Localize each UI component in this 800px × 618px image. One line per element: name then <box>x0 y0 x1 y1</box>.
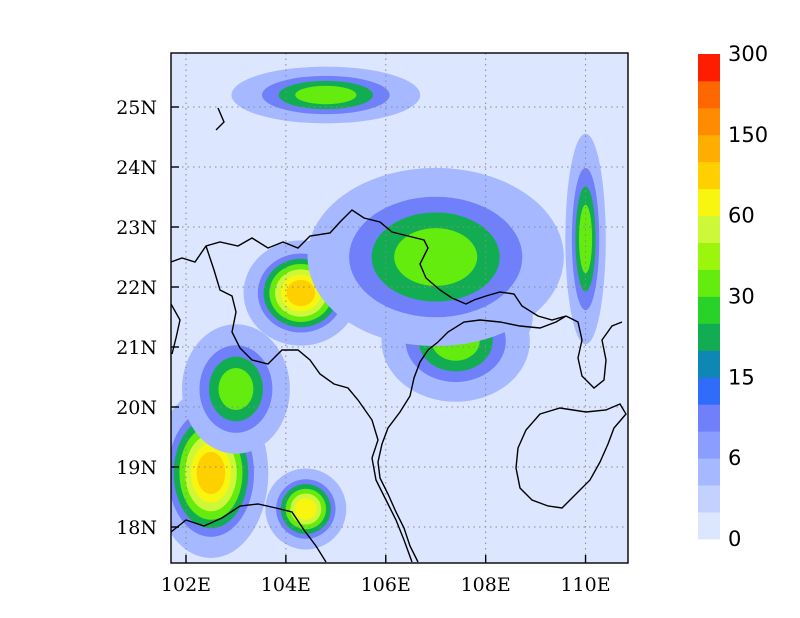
contour-ring <box>295 85 357 105</box>
colorbar-swatch <box>698 458 720 486</box>
colorbar-swatch <box>698 161 720 190</box>
map-frame <box>170 52 629 564</box>
colorbar-swatch <box>698 215 720 244</box>
y-tick-label: 22N <box>116 277 157 299</box>
leizhou-peninsula <box>565 315 623 389</box>
x-tick-label: 104E <box>261 574 311 596</box>
colorbar-swatch <box>698 188 720 217</box>
y-tick-label: 24N <box>116 157 157 179</box>
contour-guangxi-central-band <box>307 167 564 347</box>
vietnam-coast <box>377 315 567 563</box>
x-tick-label: 102E <box>161 574 211 596</box>
colorbar-swatch <box>698 134 720 163</box>
colorbar-swatch <box>698 80 720 109</box>
laos-vietnam-border <box>205 245 413 563</box>
colorbar-label: 30 <box>728 285 755 309</box>
colorbar-swatch <box>698 512 720 540</box>
myanmar-border <box>171 303 181 355</box>
contour-ring <box>394 228 478 286</box>
coastlines <box>171 107 627 563</box>
colorbar-swatch <box>698 377 720 405</box>
contour-ring <box>295 498 317 520</box>
hainan-island <box>515 403 627 509</box>
y-tick-label: 18N <box>116 517 157 539</box>
colorbar-swatch <box>698 242 720 270</box>
colorbar-label: 15 <box>728 365 755 389</box>
gridlines <box>171 53 628 563</box>
colorbar-swatch <box>698 431 720 459</box>
y-tick-label: 23N <box>116 217 157 239</box>
map-plot-area <box>171 53 628 563</box>
contour-ring <box>218 368 254 410</box>
contour-laos-band <box>181 324 290 454</box>
contour-north-strip <box>231 66 421 124</box>
axis-ticks: 102E 104E 106E 108E 110E 18N 19N 20N 21N 22N 23N 24… <box>116 97 610 596</box>
colorbar-label: 150 <box>728 123 768 147</box>
contour-ring <box>196 451 226 495</box>
contour-east-strip <box>565 133 606 345</box>
y-tick-label: 20N <box>116 397 157 419</box>
colorbar-swatch <box>698 296 720 324</box>
colorbar-swatch <box>698 350 720 378</box>
contour-yunnan-central-bloom <box>243 240 359 346</box>
x-tick-label: 108E <box>461 574 511 596</box>
precip-contours <box>171 66 606 559</box>
colorbar-swatch <box>698 485 720 513</box>
colorbar: 0 6 15 30 60 150 300 <box>698 42 768 551</box>
y-tick-label: 19N <box>116 457 157 479</box>
northwest-fragment <box>215 107 225 131</box>
y-tick-label: 21N <box>116 337 157 359</box>
contour-ring <box>286 279 316 307</box>
x-tick-label: 110E <box>560 574 610 596</box>
colorbar-swatch <box>698 54 720 82</box>
colorbar-label: 60 <box>728 204 755 228</box>
colorbar-swatch <box>698 323 720 351</box>
colorbar-label: 0 <box>728 527 741 551</box>
thailand-border <box>171 503 327 563</box>
colorbar-swatch <box>698 404 720 432</box>
contour-ring <box>578 204 593 274</box>
colorbar-label: 6 <box>728 446 741 470</box>
x-tick-label: 106E <box>361 574 411 596</box>
colorbar-swatch <box>698 107 720 136</box>
y-tick-label: 25N <box>116 97 157 119</box>
colorbar-swatch <box>698 269 720 297</box>
china-border-line <box>171 209 567 321</box>
colorbar-label: 300 <box>728 42 768 66</box>
